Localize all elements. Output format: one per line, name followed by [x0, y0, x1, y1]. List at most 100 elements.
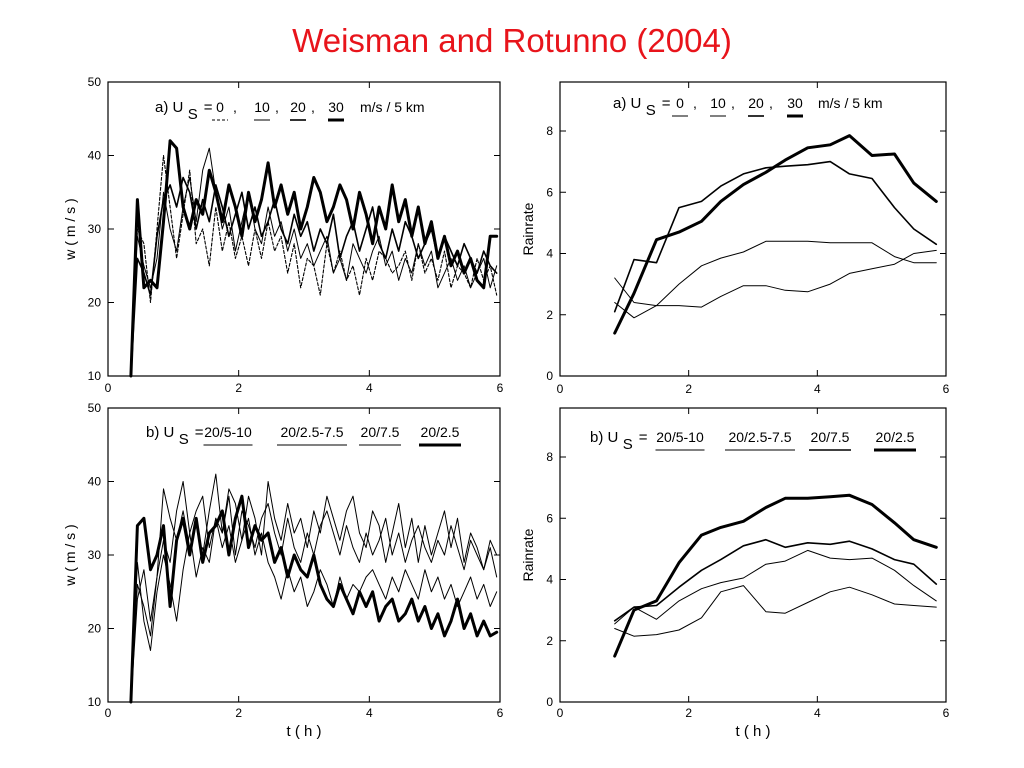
x-tick-label: 2	[685, 706, 692, 720]
legend-equals: =	[195, 424, 204, 441]
series-line-2	[130, 473, 498, 703]
legend-subscript: S	[188, 106, 198, 123]
legend-prefix: b) U	[590, 429, 618, 446]
legend-suffix: m/s / 5 km	[360, 99, 425, 115]
legend-equals: =	[639, 429, 648, 446]
legend-prefix: b) U	[146, 424, 174, 441]
x-tick-label: 0	[105, 381, 112, 395]
legend-label: 30	[787, 95, 803, 111]
y-axis-label: w ( m / s )	[62, 524, 78, 586]
legend-separator: ,	[769, 95, 773, 111]
y-tick-label: 0	[546, 695, 553, 709]
legend: a) U S = 0, 10, 20, 30 m/s / 5 km	[155, 99, 425, 123]
y-tick-label: 20	[88, 296, 102, 310]
series-line-0	[130, 517, 498, 703]
series-line-3	[129, 494, 499, 704]
legend-label: 20	[748, 95, 764, 111]
x-axis-label: t ( h )	[286, 723, 321, 740]
x-tick-label: 6	[497, 381, 504, 395]
y-axis-label: Rainrate	[520, 528, 536, 581]
x-tick-label: 2	[685, 382, 692, 396]
y-tick-label: 4	[546, 573, 553, 587]
legend-separator: ,	[731, 95, 735, 111]
legend-equals: =	[204, 99, 213, 116]
legend-label: 20/2.5	[421, 424, 460, 440]
chart-panel-rain-b: 0 2 4 6 0 2 4 6 8 Rainrate t ( h ) b) U S = 20/5-10 20/…	[520, 407, 950, 740]
y-tick-label: 10	[88, 695, 102, 709]
y-tick-label: 6	[546, 511, 553, 525]
legend-label: 20/5-10	[204, 424, 252, 440]
legend-label: 20/2.5	[876, 429, 915, 445]
x-tick-label: 0	[557, 706, 564, 720]
x-tick-label: 2	[235, 381, 242, 395]
legend-label: 20/2.5-7.5	[280, 424, 343, 440]
x-tick-label: 4	[366, 381, 373, 395]
x-tick-label: 6	[497, 706, 504, 720]
legend-suffix: m/s / 5 km	[818, 95, 883, 111]
series-line-2	[613, 538, 938, 622]
y-tick-label: 50	[88, 401, 102, 415]
y-tick-label: 0	[546, 369, 553, 383]
x-tick-label: 0	[557, 382, 564, 396]
legend-prefix: a) U	[613, 95, 641, 112]
y-tick-label: 8	[546, 124, 553, 138]
slide-title: Weisman and Rotunno (2004)	[292, 22, 732, 59]
y-tick-label: 2	[546, 308, 553, 322]
plot-frame	[559, 81, 947, 377]
y-tick-label: 40	[88, 149, 102, 163]
series-line-3	[613, 493, 938, 658]
series-line-1	[614, 549, 937, 625]
x-axis-label: t ( h )	[735, 723, 770, 740]
legend-label: 0	[216, 99, 224, 115]
legend-label: 20/7.5	[811, 429, 850, 445]
chart-panel-rain-a: 0 2 4 6 0 2 4 6 8 Rainrate a) U S = 0, 10, 20, 30 m/s / 5…	[520, 81, 950, 396]
legend-label: 30	[328, 99, 344, 115]
x-tick-label: 6	[943, 382, 950, 396]
x-tick-label: 2	[235, 706, 242, 720]
y-tick-label: 30	[88, 222, 102, 236]
y-tick-label: 10	[88, 369, 102, 383]
legend-separator: ,	[693, 95, 697, 111]
legend-label: 10	[254, 99, 270, 115]
legend-subscript: S	[179, 431, 189, 448]
legend-subscript: S	[646, 102, 656, 119]
legend-equals: =	[662, 95, 671, 112]
series-line-2	[130, 176, 498, 377]
legend: b) U S = 20/5-10 20/2.5-7.5 20/7.5 20/2.5	[590, 429, 916, 453]
series-line-3	[613, 134, 938, 335]
series-line-3	[129, 139, 499, 378]
y-tick-label: 4	[546, 247, 553, 261]
legend-separator: ,	[311, 99, 315, 115]
x-tick-label: 4	[366, 706, 373, 720]
y-tick-label: 50	[88, 75, 102, 89]
legend-label: 20/2.5-7.5	[728, 429, 791, 445]
x-tick-label: 0	[105, 706, 112, 720]
legend-label: 20	[290, 99, 306, 115]
legend-label: 20/5-10	[656, 429, 704, 445]
series-line-0	[614, 249, 937, 308]
y-tick-label: 20	[88, 622, 102, 636]
legend-label: 0	[676, 95, 684, 111]
legend-label: 10	[710, 95, 726, 111]
y-tick-label: 2	[546, 634, 553, 648]
y-tick-label: 8	[546, 450, 553, 464]
x-tick-label: 4	[814, 706, 821, 720]
series-line-0	[614, 585, 937, 637]
x-tick-label: 6	[943, 706, 950, 720]
x-tick-label: 4	[814, 382, 821, 396]
legend-subscript: S	[623, 436, 633, 453]
y-tick-label: 30	[88, 548, 102, 562]
y-axis-label: Rainrate	[520, 202, 536, 255]
legend-label: 20/7.5	[361, 424, 400, 440]
legend: b) U S = 20/5-10 20/2.5-7.5 20/7.5 20/2.5	[146, 424, 461, 448]
legend-prefix: a) U	[155, 99, 183, 116]
plot-frame	[559, 407, 947, 703]
legend-separator: ,	[275, 99, 279, 115]
y-tick-label: 40	[88, 475, 102, 489]
y-axis-label: w ( m / s )	[62, 198, 78, 260]
series-line-1	[130, 147, 498, 377]
legend-separator: ,	[233, 99, 237, 115]
